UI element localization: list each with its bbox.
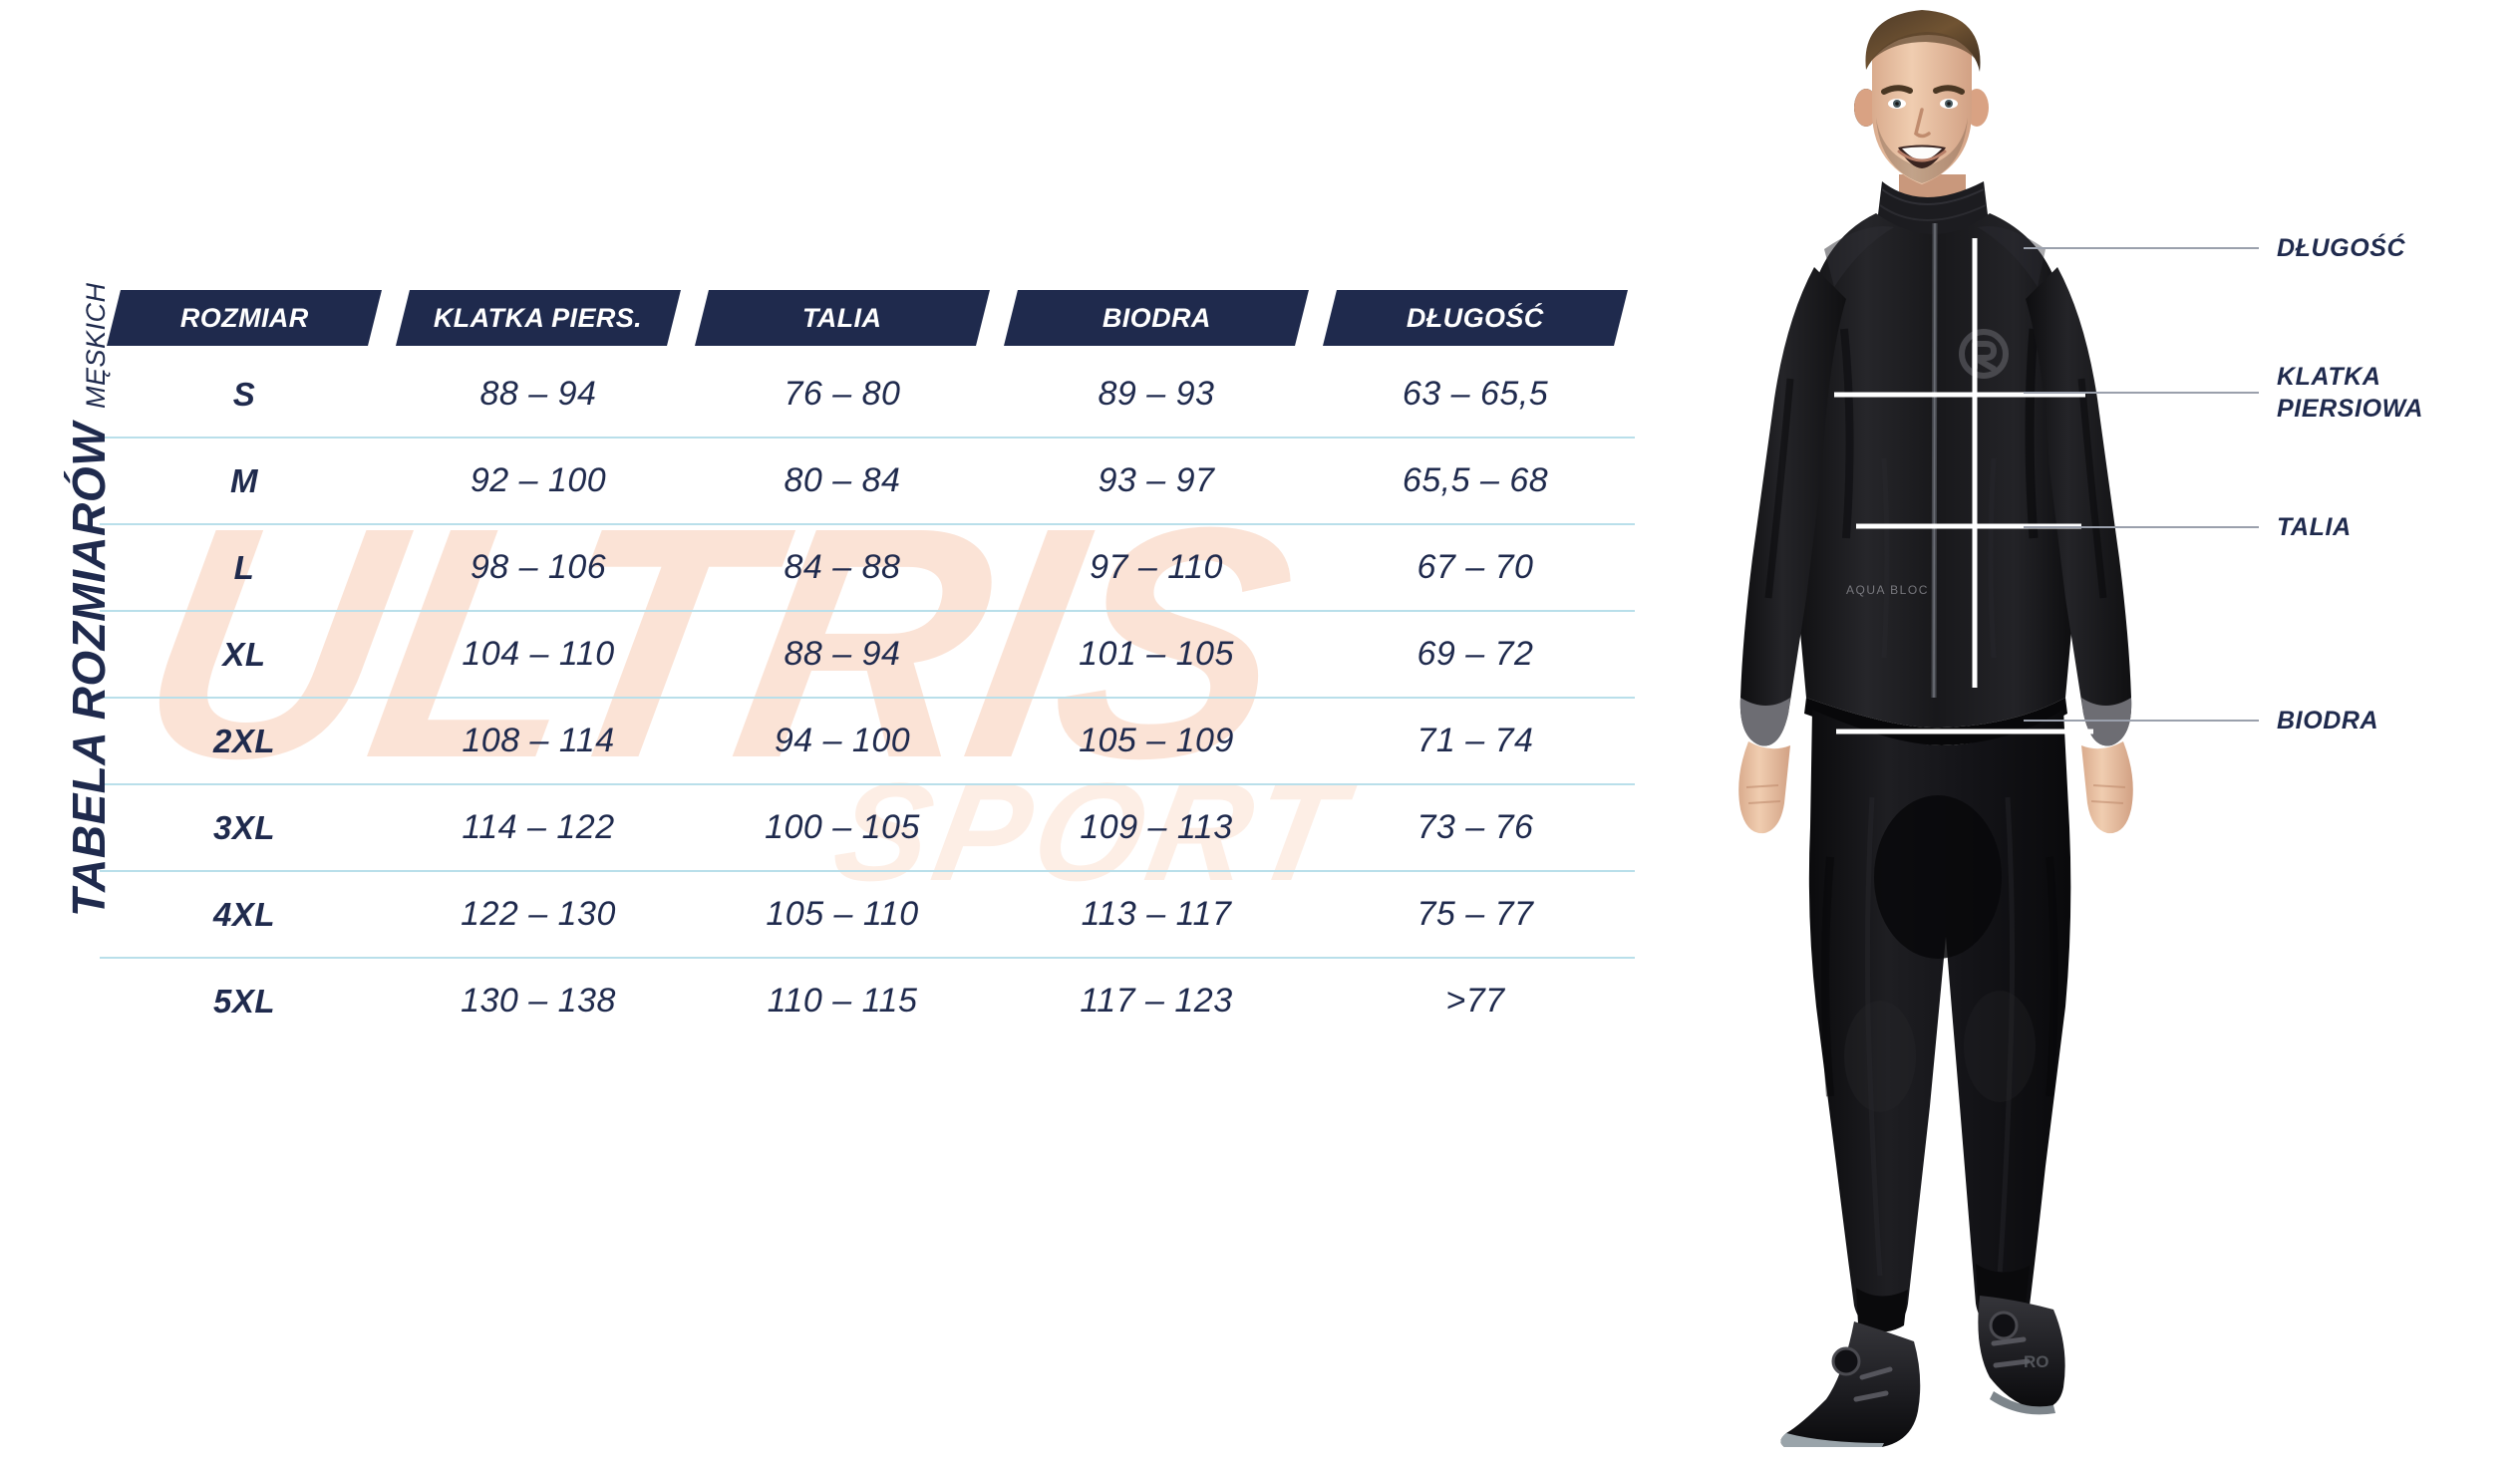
cell-size: L: [100, 524, 389, 612]
leader-line-waist: [2024, 526, 2259, 528]
callout-chest: KLATKA PIERSIOWA: [2024, 361, 2423, 425]
cell-hips: 113 – 117: [997, 871, 1316, 959]
callout-hips: BIODRA: [2024, 705, 2378, 736]
column-header-talia: TALIA: [688, 284, 997, 352]
cell-chest: 104 – 110: [389, 611, 688, 699]
callout-chest-label-line2: PIERSIOWA: [2277, 395, 2424, 423]
cell-chest: 108 – 114: [389, 698, 688, 785]
model-hands: [1738, 741, 2133, 834]
model-jacket: AQUA BLOC: [1796, 181, 2075, 745]
model-tights: [1808, 710, 2071, 1332]
table-header: ROZMIAR KLATKA PIERS. TALIA BIODRA DŁUGO…: [100, 284, 1635, 352]
page-title-main: TABELA ROZMIARÓW: [63, 422, 115, 917]
cell-waist: 94 – 100: [688, 698, 997, 785]
column-header-dlugosc: DŁUGOŚĆ: [1316, 284, 1635, 352]
column-header-biodra-label: BIODRA: [1102, 302, 1211, 333]
cell-waist: 100 – 105: [688, 784, 997, 872]
table-row: S 88 – 94 76 – 80 89 – 93 63 – 65,5: [100, 352, 1635, 439]
cell-size: 5XL: [212, 982, 276, 1020]
callout-waist-label: TALIA: [2277, 513, 2352, 541]
cell-length: 63 – 65,5: [1316, 352, 1635, 439]
column-header-talia-label: TALIA: [802, 302, 882, 333]
cell-hips: 105 – 109: [997, 698, 1316, 785]
cell-chest: 88 – 94: [389, 352, 688, 439]
cell-length: 67 – 70: [1316, 524, 1635, 612]
table-row: 5XL 130 – 138 110 – 115 117 – 123 >77: [100, 958, 1635, 1043]
cell-size: M: [100, 438, 389, 525]
model-shoes: RO: [1780, 1296, 2065, 1447]
cell-chest: 98 – 106: [389, 524, 688, 612]
cell-size: 4XL: [100, 871, 389, 959]
cell-waist: 110 – 115: [767, 982, 918, 1020]
cell-size: S: [100, 352, 389, 439]
cell-waist: 105 – 110: [688, 871, 997, 959]
callout-length: DŁUGOŚĆ: [2024, 232, 2405, 264]
table-row: 4XL 122 – 130 105 – 110 113 – 117 75 – 7…: [100, 871, 1635, 959]
cell-hips: 101 – 105: [997, 611, 1316, 699]
leader-line-hips: [2024, 720, 2259, 722]
cell-chest: 130 – 138: [461, 982, 616, 1020]
callout-chest-label-line1: KLATKA: [2277, 363, 2381, 391]
cell-length: 69 – 72: [1316, 611, 1635, 699]
cell-size: 2XL: [100, 698, 389, 785]
column-header-biodra: BIODRA: [997, 284, 1316, 352]
column-header-rozmiar-label: ROZMIAR: [179, 302, 309, 333]
table-row: M 92 – 100 80 – 84 93 – 97 65,5 – 68: [100, 438, 1635, 525]
cell-hips: 97 – 110: [997, 524, 1316, 612]
leader-line-length: [2024, 247, 2259, 249]
model-sleeves: [1739, 267, 2132, 746]
cell-length: 75 – 77: [1316, 871, 1635, 959]
model-photo: AQUA BLOC: [1695, 0, 2333, 1466]
garment-tech-text: AQUA BLOC: [1846, 583, 1929, 597]
page-title-sub: MĘSKICH: [81, 282, 111, 409]
cell-size: 3XL: [100, 784, 389, 872]
table-row: 2XL 108 – 114 94 – 100 105 – 109 71 – 74: [100, 698, 1635, 785]
cell-size: XL: [100, 611, 389, 699]
table-row: 3XL 114 – 122 100 – 105 109 – 113 73 – 7…: [100, 784, 1635, 872]
column-header-klatka-piers-label: KLATKA PIERS.: [434, 302, 643, 333]
cell-hips: 117 – 123: [1080, 982, 1233, 1020]
cell-hips: 93 – 97: [997, 438, 1316, 525]
table-header-row: ROZMIAR KLATKA PIERS. TALIA BIODRA DŁUGO…: [100, 284, 1635, 352]
leader-line-chest: [2024, 392, 2259, 394]
cell-chest: 114 – 122: [389, 784, 688, 872]
cell-waist: 80 – 84: [688, 438, 997, 525]
callout-length-label: DŁUGOŚĆ: [2277, 234, 2406, 262]
table-row: XL 104 – 110 88 – 94 101 – 105 69 – 72: [100, 611, 1635, 699]
table-body: S 88 – 94 76 – 80 89 – 93 63 – 65,5 M 92…: [100, 352, 1635, 1043]
column-header-klatka-piers: KLATKA PIERS.: [389, 284, 688, 352]
size-table: ROZMIAR KLATKA PIERS. TALIA BIODRA DŁUGO…: [100, 284, 1635, 1043]
cell-length: >77: [1445, 982, 1505, 1020]
cell-chest: 92 – 100: [389, 438, 688, 525]
column-header-dlugosc-label: DŁUGOŚĆ: [1407, 302, 1544, 333]
callout-waist: TALIA: [2024, 511, 2352, 543]
callout-hips-label: BIODRA: [2277, 707, 2379, 734]
cell-hips: 89 – 93: [997, 352, 1316, 439]
cell-waist: 76 – 80: [688, 352, 997, 439]
cell-chest: 122 – 130: [389, 871, 688, 959]
callout-chest-label: KLATKA PIERSIOWA: [2277, 361, 2423, 425]
cell-hips: 109 – 113: [997, 784, 1316, 872]
svg-text:RO: RO: [2024, 1352, 2049, 1371]
cell-length: 71 – 74: [1316, 698, 1635, 785]
cell-length: 65,5 – 68: [1316, 438, 1635, 525]
cell-length: 73 – 76: [1316, 784, 1635, 872]
page-title: TABELA ROZMIARÓW MĘSKICH: [62, 282, 171, 917]
cell-waist: 84 – 88: [688, 524, 997, 612]
cell-waist: 88 – 94: [688, 611, 997, 699]
size-chart-table: ROZMIAR KLATKA PIERS. TALIA BIODRA DŁUGO…: [100, 284, 1635, 1043]
table-row: L 98 – 106 84 – 88 97 – 110 67 – 70: [100, 524, 1635, 612]
